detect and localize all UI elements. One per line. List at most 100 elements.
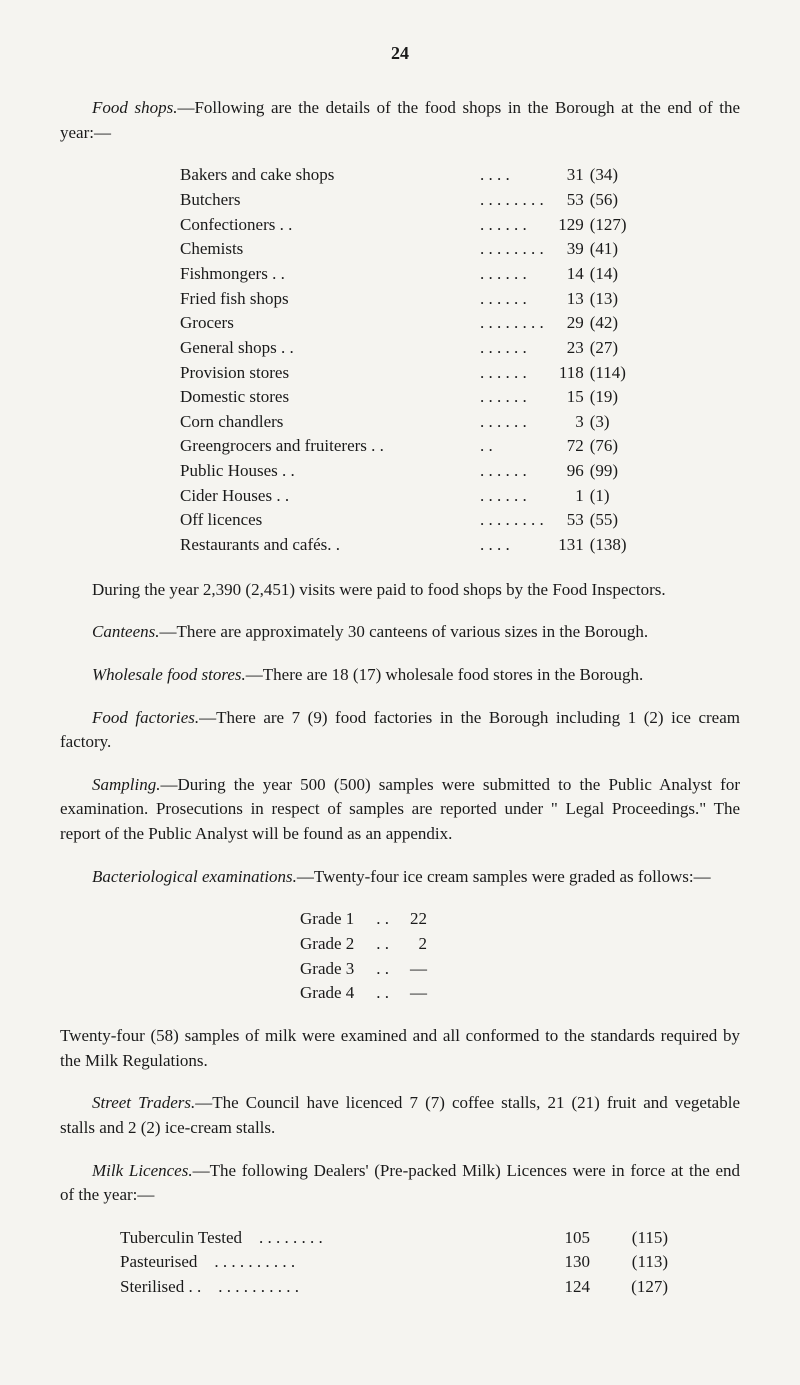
grade-label: Grade 1 (300, 907, 362, 932)
leader-dots: . . . . (480, 163, 544, 188)
paragraph-street-traders: Street Traders.—The Council have licence… (60, 1091, 740, 1140)
text-wholesale: —There are 18 (17) wholesale food stores… (246, 665, 644, 684)
milk-label: Tuberculin Tested . . . . . . . . (120, 1226, 540, 1251)
shop-value: 53 (544, 508, 584, 533)
table-row: Fried fish shops. . . . . .13(13) (180, 287, 640, 312)
shop-label: Fishmongers . . (180, 262, 480, 287)
paragraph-canteens: Canteens.—There are approximately 30 can… (60, 620, 740, 645)
shop-value: 129 (544, 213, 584, 238)
shop-value: 39 (544, 237, 584, 262)
shop-value: 118 (544, 361, 584, 386)
table-row: Tuberculin Tested . . . . . . . .105(115… (120, 1226, 668, 1251)
leader-dots: . . . . . . (480, 213, 544, 238)
leader-dots: . . . . . . . . (480, 237, 544, 262)
table-row: Cider Houses . .. . . . . .1(1) (180, 484, 640, 509)
shop-prev-value: (34) (584, 163, 640, 188)
table-row: Grocers. . . . . . . .29(42) (180, 311, 640, 336)
shop-value: 3 (544, 410, 584, 435)
table-row: Sterilised . . . . . . . . . . . .124(12… (120, 1275, 668, 1300)
shop-value: 14 (544, 262, 584, 287)
shop-value: 23 (544, 336, 584, 361)
shop-label: Grocers (180, 311, 480, 336)
shop-value: 1 (544, 484, 584, 509)
lead-street-traders: Street Traders. (92, 1093, 195, 1112)
milk-label: Sterilised . . . . . . . . . . . . (120, 1275, 540, 1300)
leader-dots: . . . . . . (480, 287, 544, 312)
milk-label: Pasteurised . . . . . . . . . . (120, 1250, 540, 1275)
leader-dots: . . . . . . (480, 484, 544, 509)
table-row: Provision stores. . . . . .118(114) (180, 361, 640, 386)
table-row: General shops . .. . . . . .23(27) (180, 336, 640, 361)
leader-dots: . . . . . . (480, 361, 544, 386)
shop-label: Public Houses . . (180, 459, 480, 484)
paragraph-visits: During the year 2,390 (2,451) visits wer… (60, 578, 740, 603)
grades-table: Grade 1. .22Grade 2. .2Grade 3. .—Grade … (300, 907, 435, 1006)
leader-dots: . . (362, 957, 403, 982)
grade-label: Grade 4 (300, 981, 362, 1006)
shop-value: 15 (544, 385, 584, 410)
shop-prev-value: (1) (584, 484, 640, 509)
leader-dots: . . (362, 907, 403, 932)
lead-food-shops: Food shops. (92, 98, 177, 117)
paragraph-wholesale: Wholesale food stores.—There are 18 (17)… (60, 663, 740, 688)
shop-label: General shops . . (180, 336, 480, 361)
lead-sampling: Sampling. (92, 775, 160, 794)
shop-prev-value: (27) (584, 336, 640, 361)
document-page: 24 Food shops.—Following are the details… (0, 0, 800, 1350)
shop-value: 29 (544, 311, 584, 336)
milk-value: 130 (540, 1250, 590, 1275)
leader-dots: . . (362, 981, 403, 1006)
shop-prev-value: (41) (584, 237, 640, 262)
shop-prev-value: (114) (584, 361, 640, 386)
shop-prev-value: (76) (584, 434, 640, 459)
shop-label: Cider Houses . . (180, 484, 480, 509)
paragraph-food-shops-intro: Food shops.—Following are the details of… (60, 96, 740, 145)
paragraph-milk-licences: Milk Licences.—The following Dealers' (P… (60, 1159, 740, 1208)
grade-value: 22 (403, 907, 435, 932)
table-row: Chemists. . . . . . . .39(41) (180, 237, 640, 262)
leader-dots: . . . . . . (480, 459, 544, 484)
table-row: Pasteurised . . . . . . . . . .130(113) (120, 1250, 668, 1275)
table-row: Public Houses . .. . . . . .96(99) (180, 459, 640, 484)
table-row: Domestic stores. . . . . .15(19) (180, 385, 640, 410)
shop-prev-value: (3) (584, 410, 640, 435)
table-row: Bakers and cake shops. . . .31(34) (180, 163, 640, 188)
shop-prev-value: (55) (584, 508, 640, 533)
table-row: Grade 1. .22 (300, 907, 435, 932)
shop-prev-value: (42) (584, 311, 640, 336)
table-row: Restaurants and cafés. .. . . .131(138) (180, 533, 640, 558)
lead-canteens: Canteens. (92, 622, 160, 641)
leader-dots: . . . . . . (480, 385, 544, 410)
grade-label: Grade 2 (300, 932, 362, 957)
shop-label: Restaurants and cafés. . (180, 533, 480, 558)
shop-prev-value: (99) (584, 459, 640, 484)
shop-label: Confectioners . . (180, 213, 480, 238)
shop-value: 31 (544, 163, 584, 188)
leader-dots: . . . . . . . . (480, 508, 544, 533)
leader-dots: . . . . . . (480, 410, 544, 435)
grade-value: 2 (403, 932, 435, 957)
leader-dots: . . (480, 434, 544, 459)
shop-prev-value: (13) (584, 287, 640, 312)
shop-prev-value: (14) (584, 262, 640, 287)
shop-label: Off licences (180, 508, 480, 533)
shop-label: Domestic stores (180, 385, 480, 410)
shop-prev-value: (19) (584, 385, 640, 410)
paragraph-factories: Food factories.—There are 7 (9) food fac… (60, 706, 740, 755)
grade-value: — (403, 957, 435, 982)
shop-value: 131 (544, 533, 584, 558)
grade-label: Grade 3 (300, 957, 362, 982)
lead-bacteriological: Bacteriological examinations. (92, 867, 297, 886)
shop-label: Greengrocers and fruiterers . . (180, 434, 480, 459)
table-row: Grade 2. .2 (300, 932, 435, 957)
leader-dots: . . . . (480, 533, 544, 558)
food-shops-table: Bakers and cake shops. . . .31(34)Butche… (180, 163, 640, 557)
lead-factories: Food factories. (92, 708, 199, 727)
text-bacteriological: —Twenty-four ice cream samples were grad… (297, 867, 711, 886)
table-row: Corn chandlers. . . . . .3(3) (180, 410, 640, 435)
leader-dots: . . . . . . . . (480, 188, 544, 213)
table-row: Off licences. . . . . . . .53(55) (180, 508, 640, 533)
shop-value: 72 (544, 434, 584, 459)
shop-label: Corn chandlers (180, 410, 480, 435)
shop-value: 96 (544, 459, 584, 484)
